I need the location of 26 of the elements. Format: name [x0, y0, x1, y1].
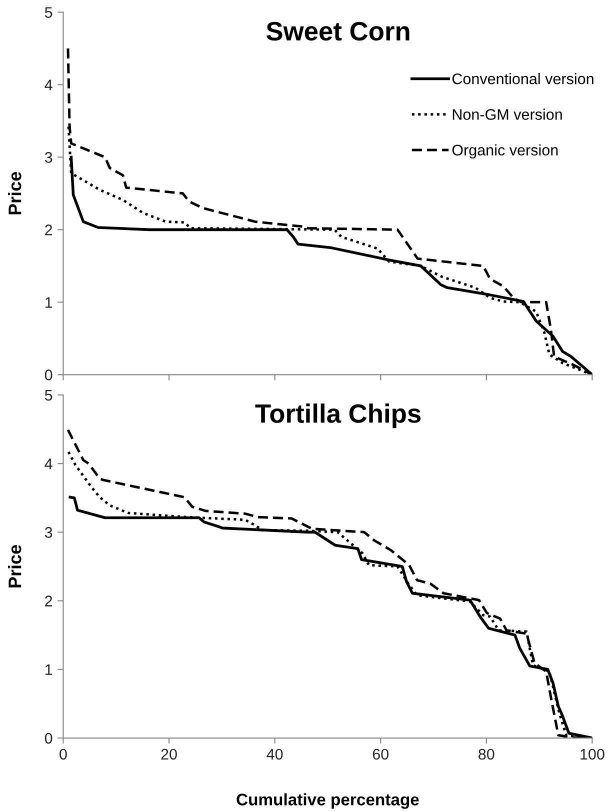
- y-tick-label: 4: [44, 458, 52, 470]
- y-axis-title: Price: [8, 545, 22, 588]
- x-tick-label: 60: [372, 748, 389, 760]
- chart-title: Tortilla Chips: [255, 404, 421, 428]
- y-tick-label: 2: [45, 224, 52, 236]
- y-tick-label: 5: [44, 390, 52, 401]
- x-tick-label: 0: [60, 748, 67, 760]
- x-tick-label: 20: [161, 748, 177, 760]
- y-axis-title: Price: [8, 172, 22, 214]
- y-tick-label: 3: [44, 527, 52, 538]
- y-tick-label: 1: [45, 664, 52, 675]
- x-tick-label: 80: [478, 748, 494, 760]
- y-tick-label: 5: [44, 7, 52, 18]
- legend-label: Organic version: [452, 144, 558, 159]
- x-tick-label: 100: [580, 748, 604, 760]
- chart-title: Sweet Corn: [266, 22, 410, 41]
- legend-label: Non-GM version: [452, 108, 562, 120]
- legend-label: Conventional version: [452, 73, 594, 84]
- y-tick-label: 0: [44, 370, 52, 380]
- y-tick-label: 1: [45, 297, 52, 308]
- y-tick-label: 2: [45, 596, 52, 606]
- y-tick-label: 0: [44, 732, 52, 744]
- y-tick-label: 4: [44, 80, 52, 90]
- y-tick-label: 3: [44, 152, 52, 163]
- x-tick-label: 40: [266, 748, 283, 760]
- x-axis-title: Cumulative percentage: [236, 793, 419, 809]
